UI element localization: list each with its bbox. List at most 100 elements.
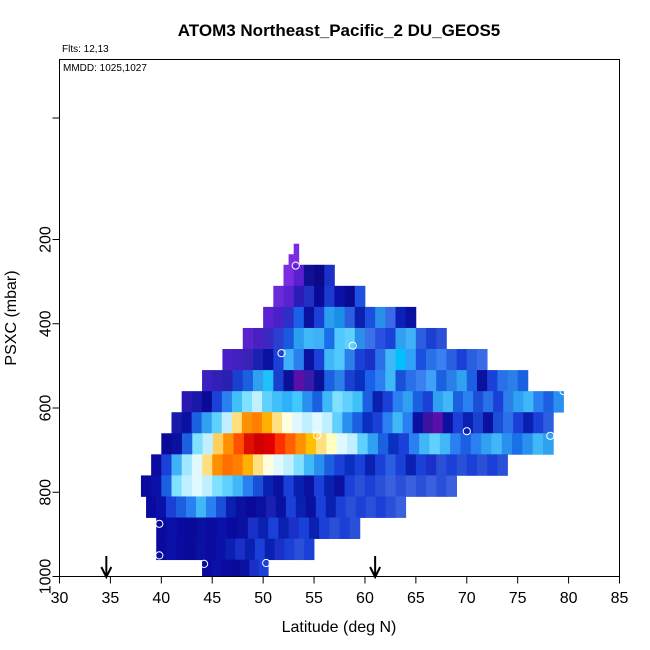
heatmap-cell	[364, 475, 376, 497]
heatmap-cell	[235, 496, 247, 518]
heatmap-cell	[161, 433, 173, 455]
heatmap-cell	[532, 433, 544, 455]
heatmap-cell	[221, 391, 233, 413]
heatmap-cell	[254, 433, 265, 455]
observation-point	[262, 558, 271, 568]
down-arrow-icon	[100, 556, 113, 580]
heatmap-cell	[422, 391, 434, 413]
heatmap-cell	[466, 370, 478, 392]
heatmap-cell	[324, 285, 335, 308]
heatmap-cell	[282, 391, 293, 413]
heatmap-cell	[171, 412, 182, 434]
heatmap-cell	[156, 517, 167, 539]
heatmap-cell	[334, 370, 345, 392]
observation-point	[462, 427, 471, 436]
heatmap-cell	[249, 559, 260, 577]
heatmap-cell	[334, 285, 345, 308]
heatmap-cell	[354, 285, 366, 308]
heatmap-cell	[392, 412, 403, 434]
heatmap-cell	[195, 496, 207, 518]
heatmap-cell	[364, 349, 376, 371]
heatmap-cell	[432, 391, 444, 413]
heatmap-cell	[181, 391, 193, 413]
heatmap-cell	[382, 412, 393, 434]
heatmap-cell	[543, 412, 554, 434]
heatmap-cell	[205, 538, 216, 561]
observation-points	[155, 261, 568, 569]
x-tick-label: 60	[356, 590, 374, 607]
heatmap-cell	[305, 496, 317, 518]
heatmap-cell	[325, 496, 337, 518]
heatmap-cell	[285, 496, 297, 518]
heatmap-cell	[442, 391, 454, 413]
heatmap-cell	[324, 370, 335, 392]
heatmap-cell	[275, 496, 287, 518]
heatmap-cell	[533, 391, 544, 413]
heatmap-cell	[442, 412, 454, 434]
heatmap-cell	[334, 475, 345, 497]
heatmap-cell	[493, 412, 504, 434]
heatmap-cell	[481, 433, 492, 455]
heatmap-cell	[352, 412, 363, 434]
heatmap-cell	[395, 370, 407, 392]
heatmap-cell	[223, 433, 234, 455]
heatmap-cell	[426, 370, 437, 392]
heatmap-cell	[255, 496, 267, 518]
heatmap-cell	[283, 327, 295, 350]
heatmap-cell	[222, 475, 233, 497]
heatmap-cell	[533, 412, 544, 434]
heatmap-cell	[268, 517, 279, 539]
heatmap-cell	[372, 391, 384, 413]
heatmap-cell	[303, 349, 315, 371]
heatmap-cell	[456, 454, 468, 476]
chart-title: ATOM3 Northeast_Pacific_2 DU_GEOS5	[178, 21, 501, 40]
heatmap-cell	[293, 285, 305, 308]
heatmap-cell	[283, 349, 295, 371]
heatmap-cell	[365, 496, 377, 518]
heatmap-cell	[215, 496, 227, 518]
heatmap-cell	[513, 412, 524, 434]
heatmap-cell	[497, 454, 508, 476]
heatmap-cell	[239, 559, 250, 577]
heatmap-cell	[543, 433, 554, 455]
heatmap-cell	[181, 412, 192, 434]
heatmap-cell	[446, 454, 457, 476]
heatmap-cell	[202, 433, 214, 455]
heatmap-cell	[176, 496, 187, 518]
heatmap-cell	[263, 454, 274, 476]
heatmap-cell	[436, 370, 447, 392]
heatmap-cell	[283, 285, 295, 308]
heatmap-cell	[304, 538, 315, 561]
heatmap-cell	[252, 370, 264, 392]
heatmap-cell	[324, 454, 335, 476]
y-tick-label: 200	[38, 226, 55, 253]
heatmap-cell	[303, 454, 315, 476]
heatmap-cell	[345, 496, 357, 518]
heatmap-cell	[293, 243, 300, 255]
heatmap-cell	[293, 370, 305, 392]
observation-point	[200, 559, 209, 569]
y-tick-label: 1000	[38, 559, 55, 595]
heatmap-cell	[212, 475, 223, 497]
heatmap-cell	[171, 454, 183, 476]
heatmap-cell	[375, 496, 387, 518]
heatmap-cell	[402, 412, 414, 434]
heatmap-cell	[446, 370, 457, 392]
heatmap-cell	[264, 538, 275, 561]
heatmap-cell	[233, 433, 245, 455]
heatmap-cell	[405, 306, 417, 329]
heatmap-cell	[202, 454, 213, 476]
heatmap-cell	[476, 349, 488, 371]
heatmap-cell	[212, 370, 223, 392]
heatmap-cell	[288, 254, 300, 266]
heatmap-cell	[211, 391, 223, 413]
heatmap-cell	[375, 327, 386, 350]
observation-point	[277, 349, 286, 358]
heatmap-cell	[251, 412, 263, 434]
heatmap-cell	[263, 475, 274, 497]
heatmap-cell	[252, 475, 264, 497]
heatmap-cell	[324, 327, 335, 350]
heatmap-cell	[408, 433, 420, 455]
heatmap-cell	[395, 349, 407, 371]
heatmap-cell	[517, 370, 529, 392]
